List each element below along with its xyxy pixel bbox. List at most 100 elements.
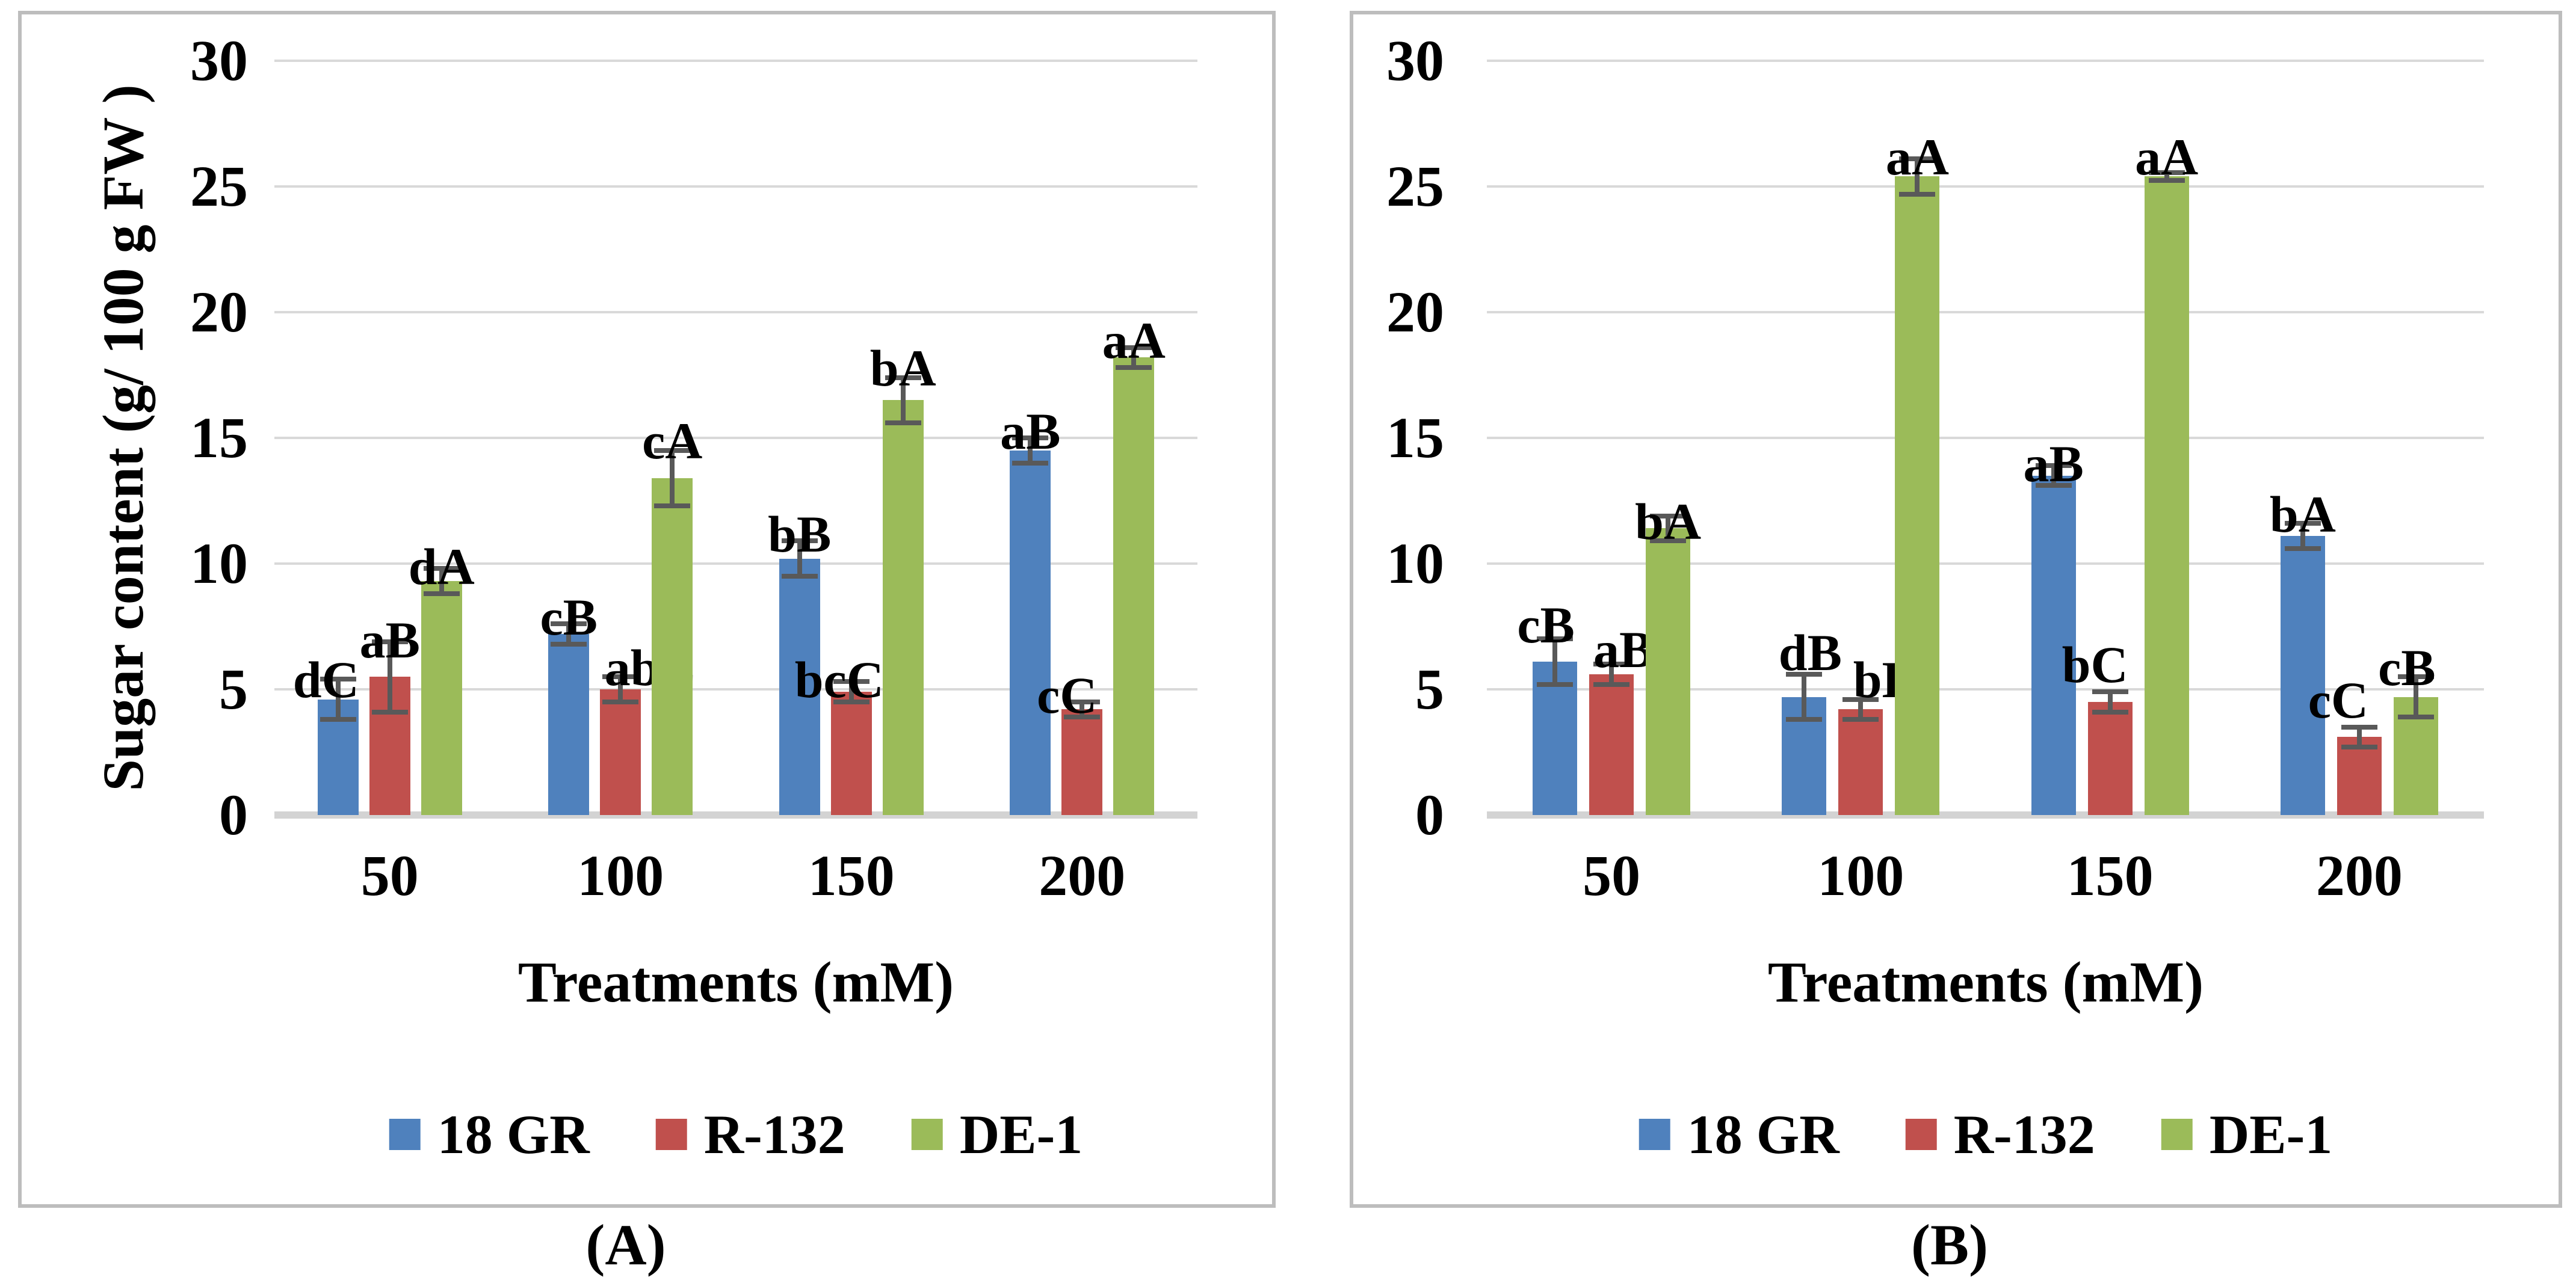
legend-swatch-r132-icon [655, 1119, 687, 1150]
error-bar-b-50-18gr-top [1537, 636, 1574, 642]
error-bar-b-50-18gr [1552, 639, 1558, 685]
error-bar-a-150-de-1-bottom [885, 420, 921, 425]
sig-letter-b-150-de-1: aA [2135, 128, 2199, 186]
y-tick-label-b-20: 20 [1386, 280, 1444, 344]
error-bar-a-50-de-1 [439, 568, 444, 594]
error-bar-b-50-r-132-bottom [1593, 681, 1630, 687]
sig-letter-a-150-de-1: bA [869, 339, 936, 398]
error-bar-b-150-18gr-bottom [2035, 483, 2072, 488]
gridline-a-20 [274, 311, 1197, 313]
x-tick-label-a-100: 100 [577, 843, 664, 908]
sig-letter-b-200-r-132: cC [2308, 671, 2369, 729]
sig-letter-a-50-18gr: dC [292, 651, 359, 709]
sig-letter-b-50-de-1: bA [1635, 493, 1702, 551]
error-bar-b-200-r-132-top [2341, 724, 2377, 730]
bar-a-150-18gr [779, 558, 820, 815]
sig-letter-b-100-18gr: dB [1778, 623, 1842, 681]
error-bar-b-200-18gr-bottom [2284, 546, 2321, 551]
bar-a-100-de-1 [652, 478, 693, 815]
x-tick-label-b-50: 50 [1583, 843, 1641, 908]
error-bar-a-200-r-132-top [1064, 699, 1101, 704]
bar-b-100-r-132 [1838, 709, 1883, 815]
error-bar-b-150-de-1-top [2148, 170, 2185, 175]
error-bar-a-200-de-1-top [1116, 345, 1152, 350]
gridline-b-5 [1487, 688, 2484, 691]
sig-letter-a-200-r-132: cC [1037, 666, 1098, 724]
error-bar-a-100-18gr-bottom [551, 641, 587, 647]
error-bar-b-100-18gr-bottom [1786, 717, 1823, 722]
error-bar-b-50-de-1-bottom [1650, 538, 1687, 544]
gridline-a-10 [274, 562, 1197, 565]
gridline-b-25 [1487, 185, 2484, 188]
error-bar-a-200-de-1-bottom [1116, 365, 1152, 370]
chart-panel-a [18, 11, 1276, 1208]
error-bar-a-200-18gr-bottom [1012, 460, 1049, 466]
x-axis-line-b [1487, 811, 2484, 819]
bar-a-200-18gr [1010, 450, 1051, 815]
sig-letter-a-50-r-132: aB [359, 611, 420, 669]
x-tick-label-a-150: 150 [808, 843, 895, 908]
bar-a-150-r-132 [830, 692, 872, 815]
error-bar-b-200-r-132 [2356, 727, 2362, 748]
gridline-a-30 [274, 60, 1197, 62]
error-bar-a-100-de-1-bottom [654, 503, 691, 508]
x-tick-label-b-200: 200 [2315, 843, 2403, 908]
error-bar-b-200-r-132-bottom [2341, 745, 2377, 750]
error-bar-a-150-18gr-top [781, 538, 818, 544]
error-bar-a-50-18gr-top [320, 677, 356, 682]
error-bar-a-150-18gr-bottom [781, 573, 818, 579]
legend-swatch-r132-icon [1905, 1119, 1937, 1150]
legend-label-r132: R-132 [1953, 1104, 2095, 1165]
bar-b-50-18gr [1533, 662, 1578, 815]
y-tick-label-a-10: 10 [190, 531, 248, 595]
error-bar-a-50-de-1-bottom [423, 591, 460, 597]
legend-item-18gr: 18 GR [1639, 1107, 1839, 1162]
error-bar-b-100-r-132-bottom [1842, 717, 1879, 722]
legend-item-de1: DE-1 [911, 1107, 1083, 1162]
x-axis-title-a: Treatments (mM) [517, 950, 954, 1014]
error-bar-a-100-r-132 [618, 677, 623, 702]
x-tick-label-b-100: 100 [1817, 843, 1904, 908]
error-bar-b-50-r-132 [1609, 664, 1614, 685]
error-bar-b-150-r-132-bottom [2092, 709, 2128, 715]
error-bar-a-200-de-1 [1131, 347, 1137, 368]
sig-letter-a-100-de-1: cA [642, 412, 703, 470]
y-tick-label-a-25: 25 [190, 154, 248, 218]
error-bar-a-50-18gr-bottom [320, 717, 356, 722]
error-bar-b-150-de-1-bottom [2148, 177, 2185, 183]
error-bar-b-50-de-1-top [1650, 513, 1687, 518]
bar-b-150-r-132 [2087, 701, 2133, 815]
error-bar-a-100-r-132-top [602, 674, 639, 680]
x-tick-label-a-50: 50 [360, 843, 419, 908]
error-bar-b-150-18gr-top [2035, 463, 2072, 468]
legend-item-18gr: 18 GR [389, 1107, 590, 1162]
error-bar-b-50-de-1 [1666, 515, 1671, 541]
bar-b-50-r-132 [1589, 674, 1634, 815]
error-bar-b-100-18gr-top [1786, 671, 1823, 677]
bar-b-100-de-1 [1895, 176, 1940, 815]
gridline-b-15 [1487, 437, 2484, 439]
y-tick-label-a-30: 30 [190, 28, 248, 93]
bar-a-200-de-1 [1113, 357, 1155, 815]
y-tick-label-b-25: 25 [1386, 154, 1444, 218]
error-bar-a-200-r-132-bottom [1064, 714, 1101, 719]
legend-label-r132: R-132 [703, 1104, 845, 1165]
y-tick-label-a-20: 20 [190, 280, 248, 344]
bar-a-50-de-1 [421, 581, 462, 815]
y-tick-label-b-10: 10 [1386, 531, 1444, 595]
error-bar-b-200-de-1-top [2397, 674, 2434, 680]
legend-label-18gr: 18 GR [1687, 1104, 1839, 1165]
sig-letter-b-200-de-1: cB [2378, 638, 2436, 697]
error-bar-b-200-de-1-bottom [2397, 714, 2434, 719]
sig-letter-b-50-r-132: aB [1593, 621, 1654, 679]
bar-b-200-r-132 [2337, 737, 2382, 815]
caption-a: (A) [585, 1213, 666, 1277]
error-bar-b-100-r-132-top [1842, 697, 1879, 702]
sig-letter-a-200-de-1: aA [1102, 312, 1166, 370]
error-bar-a-50-de-1-top [423, 566, 460, 571]
sig-letter-a-150-r-132: bcC [794, 651, 884, 709]
bar-a-200-r-132 [1061, 709, 1103, 815]
x-tick-label-a-200: 200 [1039, 843, 1126, 908]
error-bar-a-100-r-132-bottom [602, 699, 639, 704]
